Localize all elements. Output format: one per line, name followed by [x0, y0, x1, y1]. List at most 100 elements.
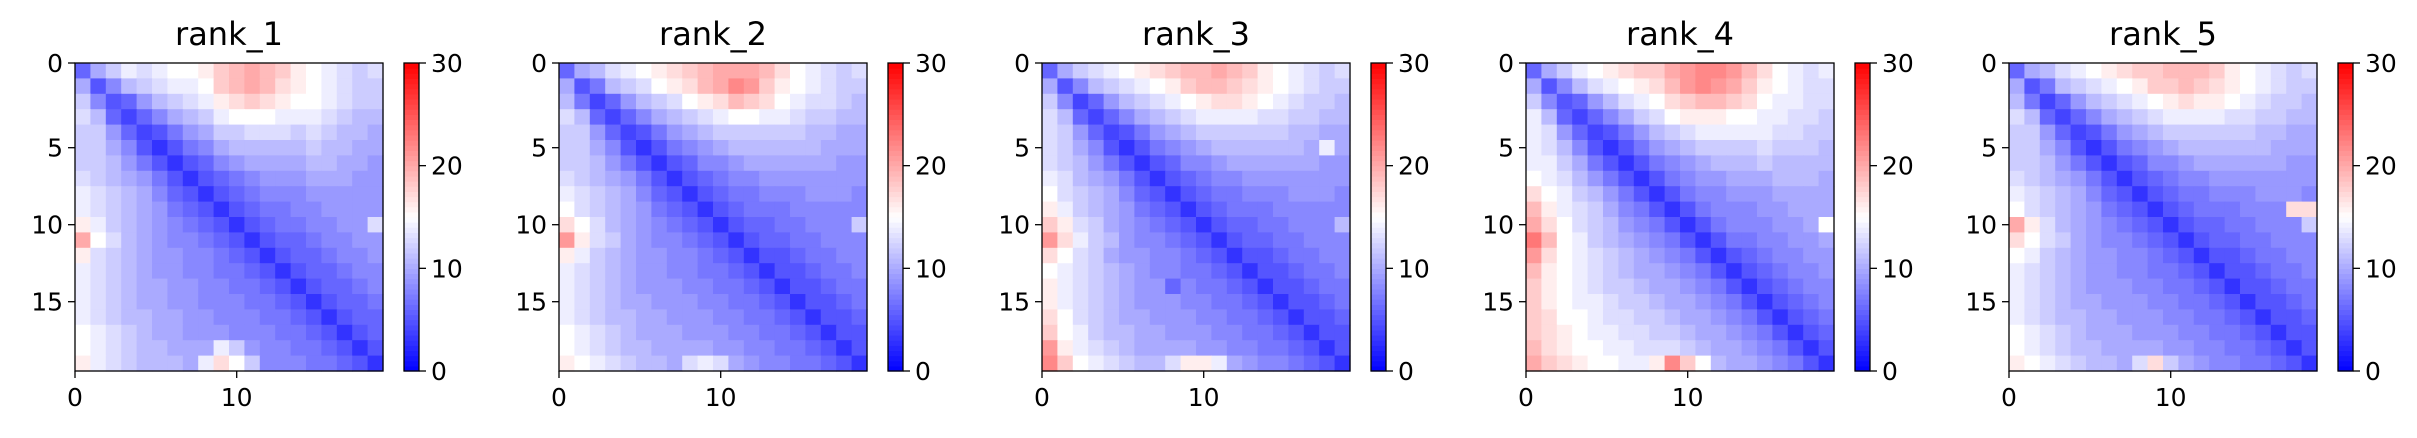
colorbar-segment — [888, 93, 903, 100]
colorbar-tick-label: 0 — [431, 357, 447, 386]
heatmap-cell — [651, 201, 668, 218]
heatmap-cell — [90, 263, 107, 280]
heatmap-cell — [574, 155, 591, 172]
heatmap-cell — [1726, 247, 1743, 264]
heatmap-cell — [743, 355, 760, 372]
heatmap-cell — [620, 186, 637, 203]
colorbar-segment — [888, 278, 903, 285]
heatmap-cell — [2116, 355, 2133, 372]
heatmap-cell — [1149, 186, 1166, 203]
heatmap-cell — [1541, 278, 1558, 295]
heatmap-cell — [851, 232, 868, 249]
heatmap-cell — [2024, 355, 2041, 372]
heatmap-cell — [636, 278, 652, 295]
heatmap-cell — [2286, 294, 2303, 310]
heatmap-cell — [1242, 124, 1259, 141]
colorbar-segment — [1855, 278, 1870, 285]
colorbar-segment — [888, 324, 903, 331]
heatmap-cell — [728, 124, 745, 141]
heatmap-cell — [2101, 340, 2118, 357]
heatmap-cell — [182, 263, 199, 280]
heatmap-cell — [1042, 355, 1058, 372]
heatmap-cell — [2009, 355, 2025, 372]
heatmap-cell — [1818, 355, 1835, 372]
heatmap-cell — [636, 186, 652, 203]
heatmap-cell — [259, 93, 276, 110]
heatmap-cell — [1556, 324, 1573, 341]
heatmap-cell — [1103, 78, 1120, 95]
heatmap-cell — [229, 63, 245, 79]
colorbar-segment — [1855, 109, 1870, 115]
heatmap-cell — [1226, 109, 1243, 126]
heatmap-cell — [2178, 232, 2195, 249]
heatmap-cell — [743, 309, 760, 326]
heatmap-cell — [213, 124, 230, 141]
heatmap-cell — [666, 93, 683, 110]
heatmap-cell — [1319, 186, 1336, 203]
heatmap-cell — [1057, 324, 1074, 341]
heatmap-cell — [1319, 324, 1336, 341]
heatmap-cell — [306, 63, 322, 79]
heatmap-cell — [1572, 124, 1589, 141]
heatmap-cell — [559, 340, 575, 357]
heatmap-cell — [182, 93, 199, 110]
heatmap-cell — [90, 93, 107, 110]
heatmap-cell — [306, 93, 322, 110]
heatmap-cell — [1618, 217, 1635, 233]
colorbar-segment — [404, 170, 419, 177]
heatmap-cell — [1618, 109, 1635, 126]
colorbar-segment — [404, 237, 419, 244]
heatmap-cell — [1103, 340, 1120, 357]
heatmap-cell — [1618, 93, 1635, 110]
heatmap-cell — [2147, 309, 2164, 326]
heatmap-cell — [2270, 170, 2287, 187]
heatmap-cell — [728, 340, 745, 357]
heatmap-cell — [2086, 109, 2102, 126]
heatmap-cell — [743, 186, 760, 203]
heatmap-cell — [2070, 155, 2087, 172]
heatmap-cell — [790, 201, 806, 218]
heatmap-cell — [774, 140, 791, 156]
heatmap-cell — [666, 324, 683, 341]
heatmap-cell — [1664, 355, 1681, 372]
heatmap-cell — [290, 324, 307, 341]
colorbar-segment — [1371, 329, 1386, 336]
colorbar-segment — [888, 294, 903, 300]
heatmap-cell — [1587, 309, 1604, 326]
heatmap-cell — [1741, 247, 1758, 264]
heatmap-cell — [682, 324, 699, 341]
heatmap-cell — [1803, 186, 1820, 203]
heatmap-cell — [1211, 201, 1228, 218]
heatmap-cell — [1633, 324, 1650, 341]
heatmap-cell — [336, 278, 353, 295]
heatmap-cell — [559, 217, 575, 233]
heatmap-cell — [1165, 263, 1182, 280]
heatmap-cell — [1273, 201, 1289, 218]
heatmap-cell — [2163, 324, 2179, 341]
heatmap-cell — [1180, 170, 1197, 187]
heatmap-cell — [275, 232, 292, 249]
colorbar-segment — [404, 247, 419, 254]
heatmap-cell — [1165, 232, 1182, 249]
heatmap-cell — [1587, 340, 1604, 357]
heatmap-cell — [1196, 324, 1212, 341]
heatmap-cell — [805, 155, 822, 172]
heatmap-cell — [2193, 309, 2210, 326]
heatmap-cell — [1242, 155, 1259, 172]
heatmap-cell — [2039, 155, 2056, 172]
heatmap-cell — [1757, 140, 1773, 156]
colorbar-segment — [1371, 227, 1386, 233]
heatmap-cell — [321, 140, 338, 156]
heatmap-cell — [182, 232, 199, 249]
colorbar-segment — [888, 258, 903, 264]
heatmap-cell — [1242, 309, 1259, 326]
heatmap-cell — [1196, 155, 1212, 172]
heatmap-cell — [1319, 140, 1336, 156]
heatmap-cell — [1057, 78, 1074, 95]
heatmap-cell — [275, 155, 292, 172]
colorbar-segment — [404, 335, 419, 341]
heatmap-cell — [1803, 340, 1820, 357]
heatmap-cell — [259, 217, 276, 233]
heatmap-cell — [1334, 263, 1351, 280]
heatmap-cell — [336, 124, 353, 141]
